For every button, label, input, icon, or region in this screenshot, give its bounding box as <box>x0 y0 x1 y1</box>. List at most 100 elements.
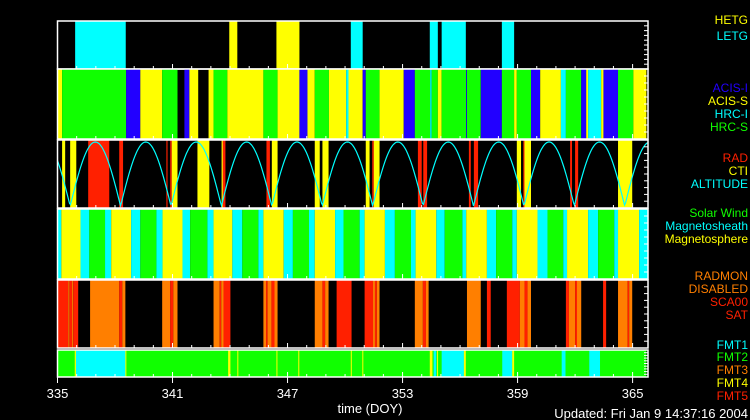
segment-radmon-O <box>618 280 628 348</box>
segment-environment-S <box>242 209 259 279</box>
segment-radiation-RAD <box>372 140 374 208</box>
segment-radmon-R <box>336 280 352 348</box>
segment-environment-H <box>436 209 445 279</box>
segment-radiation-CTI <box>365 140 370 208</box>
panel-frame <box>56 279 649 349</box>
segment-environment-P <box>567 209 589 279</box>
segment-radmon-R <box>271 280 275 348</box>
segment-environment-P <box>618 209 640 279</box>
segment-radmon-R <box>57 280 69 348</box>
segment-radmon-O <box>466 280 481 348</box>
segment-environment-H <box>588 209 599 279</box>
segment-radmon-R <box>322 280 326 348</box>
segment-radmon-O <box>577 280 582 348</box>
segment-radmon-O <box>519 280 525 348</box>
segment-instrument-HS <box>162 69 178 139</box>
legend-label-s: Solar Wind <box>689 206 748 220</box>
segment-radmon-R <box>603 280 607 348</box>
segment-grating-LETG <box>429 21 438 69</box>
segment-instrument-HS <box>441 69 467 139</box>
segment-radmon-O <box>263 280 267 348</box>
x-tick-label: 335 <box>47 386 69 401</box>
segment-grating-LETG <box>501 21 515 69</box>
segment-radmon-R <box>524 280 528 348</box>
segment-environment-P <box>111 209 132 279</box>
segment-radiation-RAD <box>222 140 226 208</box>
panel-radmon <box>56 279 649 349</box>
segment-format-F4 <box>362 350 364 377</box>
segment-environment-S <box>444 209 463 279</box>
segment-instrument-AS <box>586 69 589 139</box>
segment-format-F4 <box>74 350 76 377</box>
segment-radiation-CTI <box>70 140 77 208</box>
segment-radmon-R <box>170 280 174 348</box>
segment-instrument-HS <box>213 69 228 139</box>
segment-instrument-HI <box>430 69 432 139</box>
segment-radiation-RAD <box>417 140 422 208</box>
segment-instrument-HS <box>565 69 582 139</box>
legend-label-f3: FMT3 <box>717 363 749 377</box>
legend-label-h: Magnetosheath <box>665 219 748 233</box>
segment-format-F4 <box>298 350 300 377</box>
panel-format <box>56 349 649 378</box>
segment-radmon-R <box>223 280 231 348</box>
segment-radiation-RAD <box>575 140 579 208</box>
segment-environment-H <box>57 209 62 279</box>
segment-radiation-RAD <box>170 140 172 208</box>
panel-frame <box>56 139 649 209</box>
segment-radiation-CTI <box>373 140 380 208</box>
segment-instrument-AI <box>184 69 190 139</box>
segment-instrument-HS <box>501 69 515 139</box>
segment-radmon-O <box>267 280 272 348</box>
segment-format-F1 <box>561 350 566 377</box>
segment-radiation-RAD <box>266 140 270 208</box>
segment-environment-S <box>598 209 615 279</box>
segment-environment-H <box>207 209 214 279</box>
segment-environment-H <box>384 209 395 279</box>
segment-environment-H <box>410 209 416 279</box>
segment-instrument-HS <box>516 69 531 139</box>
segment-radiation-RAD <box>570 140 573 208</box>
segment-instrument-AI <box>403 69 415 139</box>
segment-environment-P <box>364 209 385 279</box>
legend-label-f2: FMT2 <box>717 350 749 364</box>
segment-environment-P <box>516 209 538 279</box>
segment-instrument-AI <box>480 69 502 139</box>
segment-environment-S <box>190 209 208 279</box>
segment-environment-H <box>335 209 344 279</box>
segment-format-F1 <box>441 350 464 377</box>
legend-label-as: ACIS-S <box>708 94 748 108</box>
segment-radmon-R <box>486 280 491 348</box>
segment-environment-S <box>140 209 157 279</box>
segment-environment-H <box>131 209 141 279</box>
segment-radmon-O <box>162 280 171 348</box>
legend-label-alt: ALTITUDE <box>691 177 748 191</box>
segment-instrument-AS <box>189 69 199 139</box>
segment-environment-H <box>232 209 243 279</box>
segment-instrument-AS <box>601 69 604 139</box>
segment-environment-H <box>563 209 568 279</box>
x-tick-label: 353 <box>392 386 414 401</box>
panel-grating <box>56 20 649 70</box>
segment-radmon-O <box>568 280 576 348</box>
segment-grating-LETG <box>75 21 126 69</box>
legend-label-f4: FMT4 <box>717 376 749 390</box>
segment-radmon-R <box>73 280 79 348</box>
segment-radmon-R <box>374 280 377 348</box>
segment-instrument-AI <box>466 69 468 139</box>
segment-instrument-AS <box>540 69 561 139</box>
panel-instrument <box>56 68 649 140</box>
legend-label-hs: HRC-S <box>710 120 748 134</box>
segment-format-F4 <box>276 350 278 377</box>
segment-grating-LETG <box>441 21 466 69</box>
segment-grating-HETG <box>276 21 300 69</box>
segment-radmon-O <box>314 280 323 348</box>
segment-radmon-O <box>376 280 380 348</box>
segment-instrument-AI <box>362 69 366 139</box>
segment-radmon-R <box>364 280 374 348</box>
plot-area <box>56 20 649 378</box>
segment-radiation-CTI <box>618 140 633 208</box>
segment-environment-S <box>89 209 106 279</box>
x-axis: 335 341 347 353 359 365 <box>47 377 643 401</box>
